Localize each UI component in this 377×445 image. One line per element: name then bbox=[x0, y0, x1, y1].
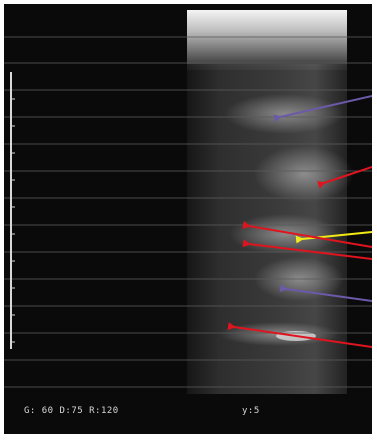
arrow-red-1 bbox=[317, 166, 372, 189]
near-field-echo bbox=[187, 10, 347, 70]
arrow-red-3 bbox=[242, 239, 372, 260]
frame-index: y:5 bbox=[242, 406, 260, 416]
ultrasound-image bbox=[4, 4, 372, 434]
depth-ruler bbox=[10, 72, 15, 349]
acquisition-settings: G: 60 D:75 R:120 bbox=[24, 406, 119, 416]
arrow-purple-upper bbox=[273, 95, 372, 123]
arrow-red-4 bbox=[227, 322, 372, 348]
arrow-purple-lower bbox=[279, 284, 372, 302]
scan-lines bbox=[4, 36, 372, 388]
ultrasound-frame: G: 60 D:75 R:120 y:5 bbox=[4, 4, 372, 434]
arrow-red-2 bbox=[242, 221, 372, 248]
